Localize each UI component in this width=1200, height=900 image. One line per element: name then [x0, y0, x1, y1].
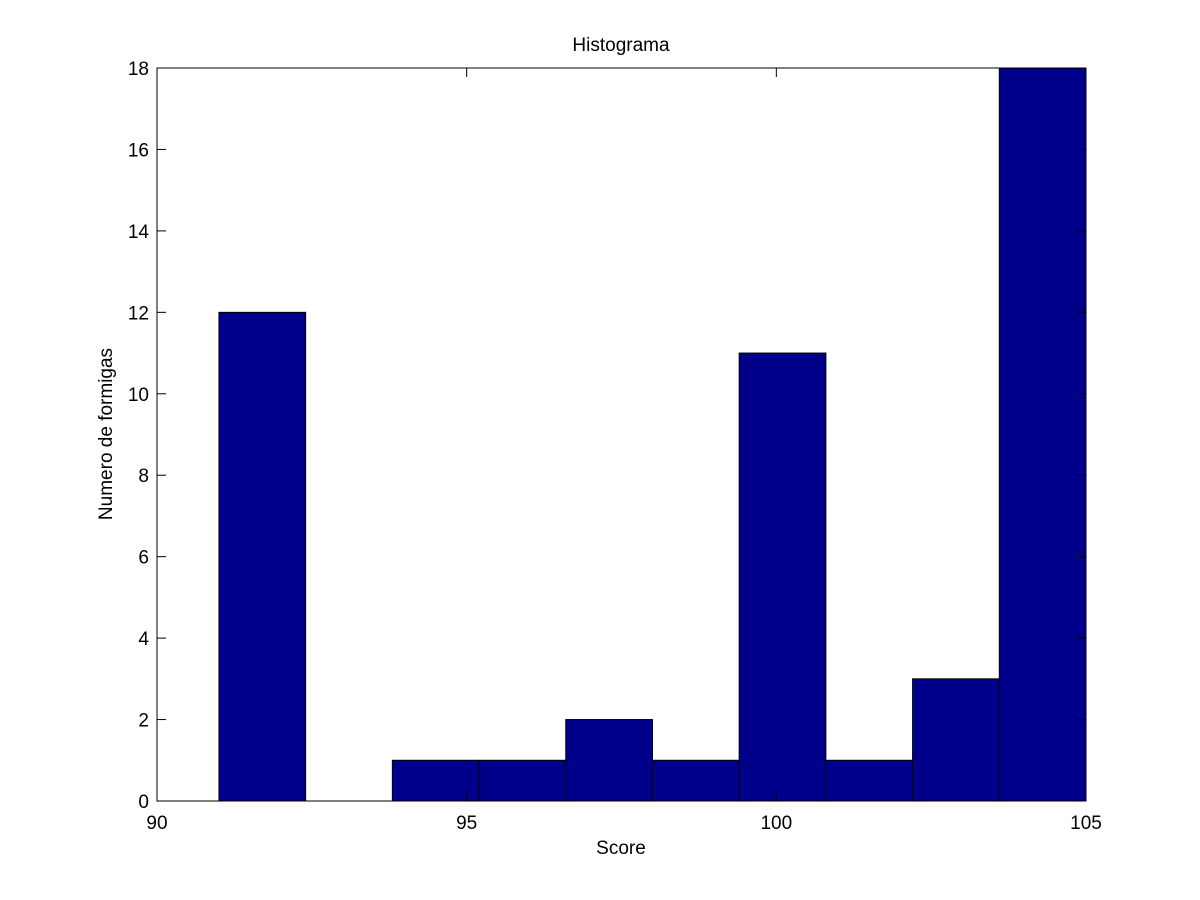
histogram-bar-4 — [565, 719, 653, 802]
x-tick-label-1: 95 — [456, 813, 477, 834]
histogram-bars — [218, 67, 1087, 802]
histogram-bar-3 — [478, 759, 567, 802]
y-tick-label-1: 2 — [138, 711, 149, 732]
y-tick-label-7: 14 — [128, 222, 150, 243]
histogram-bar-0 — [218, 311, 307, 802]
histogram-bar-7 — [825, 759, 914, 802]
y-tick-label-5: 10 — [128, 385, 149, 406]
y-tick-label-2: 4 — [138, 629, 149, 650]
histogram-bar-6 — [738, 352, 827, 802]
y-tick-label-4: 8 — [138, 466, 149, 487]
histogram-bar-2 — [391, 759, 480, 802]
axes-box — [156, 67, 1087, 802]
x-axis-label: Score — [596, 838, 646, 859]
y-tick-label-0: 0 — [138, 792, 149, 813]
x-tick-label-0: 90 — [146, 813, 167, 834]
y-tick-label-8: 16 — [128, 140, 149, 161]
y-tick-label-9: 18 — [128, 59, 149, 80]
x-tick-label-3: 105 — [1070, 813, 1102, 834]
tick-labels: 90 95 100 105 0 2 4 6 8 10 12 14 16 18 — [128, 59, 1102, 834]
y-tick-label-3: 6 — [138, 548, 149, 569]
histogram-bar-5 — [651, 759, 740, 802]
chart-title: Histograma — [572, 35, 670, 56]
histogram-bar-8 — [912, 678, 1000, 802]
histogram-bar-9 — [998, 67, 1087, 802]
y-axis-label: Numero de formigas — [96, 348, 117, 520]
y-tick-label-6: 12 — [128, 303, 149, 324]
x-tick-label-2: 100 — [760, 813, 792, 834]
